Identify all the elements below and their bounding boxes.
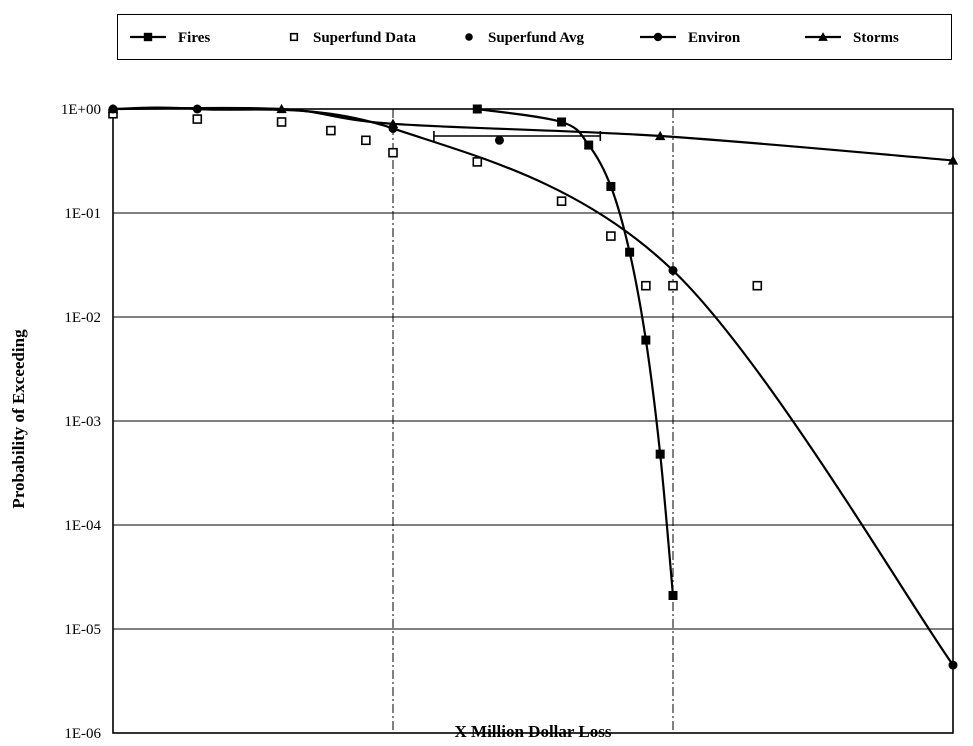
annotation-layer <box>433 131 602 142</box>
legend-superfund-data-swatch-marker <box>289 32 299 42</box>
legend-storms-label: Storms <box>853 30 899 46</box>
fires-point <box>655 449 665 459</box>
fires-point <box>625 247 635 257</box>
legend <box>117 14 952 60</box>
grid <box>113 108 953 734</box>
y-tick-label: 1E-01 <box>64 206 101 222</box>
legend-environ-label: Environ <box>688 30 741 46</box>
marker-layer <box>107 103 959 670</box>
superfund-data-point <box>472 157 483 167</box>
legend-superfund-data-label: Superfund Data <box>313 30 416 46</box>
tick-labels: 1E+001E-011E-021E-031E-041E-051E-0611010… <box>61 102 102 742</box>
plot-frame <box>112 108 954 734</box>
storms-point <box>387 118 399 128</box>
superfund-data-point <box>388 147 398 158</box>
storms-point <box>107 103 119 114</box>
legend-superfund-avg-swatch-marker <box>465 33 473 41</box>
y-tick-label: 1E-05 <box>64 622 101 638</box>
fires-point <box>641 335 651 345</box>
superfund-data-point <box>326 125 336 136</box>
y-tick-label: 1E+00 <box>61 102 101 118</box>
y-tick-label: 1E-06 <box>64 726 101 742</box>
y-axis-title: Probability of Exceeding <box>9 329 28 509</box>
x-axis-title: X Million Dollar Loss <box>455 722 612 741</box>
y-tick-label: 1E-02 <box>64 310 101 326</box>
superfund-data-point <box>752 280 763 291</box>
superfund-data-point <box>668 280 678 291</box>
fires-point <box>668 590 678 600</box>
environ-point <box>192 104 202 114</box>
storms-point <box>655 130 666 141</box>
fires-point <box>606 181 616 191</box>
fires-point <box>472 104 482 114</box>
environ-point <box>668 265 678 275</box>
fires-point <box>557 117 567 127</box>
superfund-avg-point <box>494 135 504 145</box>
superfund-data-point <box>276 117 287 127</box>
series-layer <box>112 106 954 666</box>
superfund-data-point <box>361 135 371 146</box>
storms-line <box>112 106 954 162</box>
legend-environ-swatch-marker <box>653 32 663 42</box>
y-tick-label: 1E-04 <box>64 518 101 534</box>
superfund-data-point <box>606 231 616 241</box>
fires-line <box>477 107 675 596</box>
environ-point <box>948 660 958 670</box>
legend-fires-label: Fires <box>178 30 210 46</box>
legend-superfund-avg-label: Superfund Avg <box>488 30 585 46</box>
fires-point <box>584 140 594 150</box>
superfund-data-point <box>556 196 567 206</box>
superfund-data-point <box>641 280 651 291</box>
legend-items: Fires Superfund Data Superfund Avg Environ S… <box>130 30 899 46</box>
legend-fires-swatch-marker <box>143 32 153 42</box>
legend-storms-swatch-marker <box>818 32 828 41</box>
storms-point <box>276 103 287 114</box>
superfund-data-point <box>192 114 203 124</box>
storms-point <box>947 155 959 165</box>
y-tick-label: 1E-03 <box>64 414 101 430</box>
environ-line <box>112 106 954 666</box>
